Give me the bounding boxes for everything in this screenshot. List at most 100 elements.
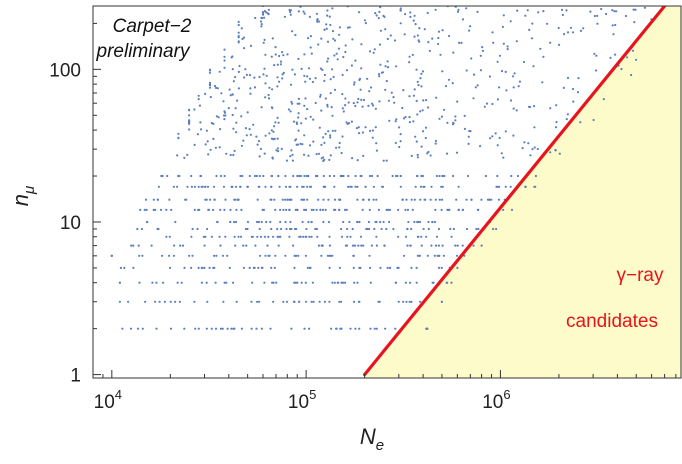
scatter-point (434, 139, 437, 143)
scatter-point (615, 10, 618, 13)
scatter-point (219, 327, 223, 330)
scatter-point (502, 42, 505, 45)
scatter-point (378, 75, 381, 78)
scatter-point (579, 29, 583, 32)
scatter-point (237, 31, 240, 34)
scatter-point (388, 208, 392, 211)
scatter-point (213, 254, 216, 257)
scatter-point (537, 11, 540, 14)
scatter-point (336, 58, 339, 61)
scatter-point (494, 132, 497, 135)
scatter-point (199, 174, 203, 178)
scatter-point (371, 136, 374, 139)
scatter-point (180, 281, 183, 284)
y-tick-label: 100 (49, 60, 81, 81)
scatter-point (278, 4, 280, 6)
scatter-point (280, 227, 283, 231)
scatter-point (611, 24, 614, 27)
scatter-point (275, 281, 278, 284)
x-axis-label-subscript: e (376, 437, 384, 454)
scatter-point (244, 68, 247, 71)
scatter-point (633, 21, 636, 24)
scatter-point (291, 159, 294, 162)
scatter-point (248, 174, 251, 178)
scatter-point (434, 244, 438, 247)
scatter-point (354, 104, 357, 108)
scatter-point (452, 51, 455, 54)
scatter-point (360, 67, 363, 70)
scatter-point (303, 327, 306, 330)
scatter-point (231, 113, 234, 117)
scatter-point (132, 266, 135, 269)
scatter-point (233, 220, 236, 224)
scatter-point (447, 208, 450, 211)
scatter-point (454, 244, 457, 247)
scatter-point (237, 41, 240, 44)
scatter-point (209, 148, 212, 151)
scatter-point (144, 300, 147, 303)
scatter-point (395, 65, 398, 68)
scatter-point (398, 126, 401, 129)
scatter-point (480, 198, 483, 201)
scatter-point (441, 185, 444, 188)
scatter-point (327, 198, 330, 201)
scatter-point (385, 227, 388, 231)
scatter-point (242, 36, 246, 39)
scatter-point (272, 300, 275, 303)
scatter-point (476, 84, 479, 87)
scatter-point (458, 41, 461, 45)
scatter-point (410, 266, 413, 269)
experiment-label-line1: Carpet−2 (113, 16, 192, 37)
scatter-point (298, 174, 301, 178)
scatter-point (427, 41, 430, 44)
scatter-point (296, 185, 299, 188)
scatter-point (253, 86, 257, 89)
scatter-point (454, 115, 457, 118)
scatter-point (364, 22, 367, 25)
scatter-point (333, 174, 336, 178)
scatter-point (295, 122, 299, 125)
scatter-point (402, 300, 405, 303)
scatter-point (326, 105, 329, 108)
scatter-point (285, 159, 289, 162)
scatter-point (323, 79, 326, 82)
scatter-point (530, 37, 534, 40)
scatter-point (136, 227, 139, 231)
scatter-point (300, 281, 303, 284)
scatter-point (340, 151, 343, 155)
scatter-point (347, 122, 351, 125)
scatter-point (222, 185, 226, 188)
scatter-point (415, 174, 419, 178)
scatter-point (155, 281, 158, 284)
scatter-point (387, 66, 390, 69)
scatter-point (246, 111, 249, 114)
scatter-point (357, 2, 359, 4)
scatter-point (366, 227, 369, 231)
scatter-point (338, 141, 341, 145)
scatter-point (440, 208, 443, 211)
scatter-point (312, 140, 315, 143)
scatter-point (130, 244, 133, 247)
scatter-point (324, 132, 327, 135)
scatter-point (378, 43, 382, 46)
scatter-point (441, 244, 444, 247)
scatter-point (287, 108, 290, 111)
scatter-point (429, 154, 432, 157)
scatter-point (284, 185, 288, 188)
scatter-point (264, 82, 267, 85)
scatter-point (360, 43, 363, 46)
scatter-point (150, 244, 153, 247)
scatter-point (358, 266, 361, 269)
scatter-point (290, 227, 293, 231)
scatter-point (314, 101, 317, 105)
scatter-point (461, 244, 464, 247)
scatter-point (266, 244, 269, 247)
scatter-point (284, 198, 287, 201)
scatter-point (212, 137, 215, 140)
scatter-point (374, 126, 377, 129)
scatter-point (413, 14, 416, 17)
scatter-point (329, 136, 332, 139)
scatter-point (241, 174, 244, 178)
scatter-point (506, 45, 509, 48)
scatter-point (232, 153, 235, 157)
